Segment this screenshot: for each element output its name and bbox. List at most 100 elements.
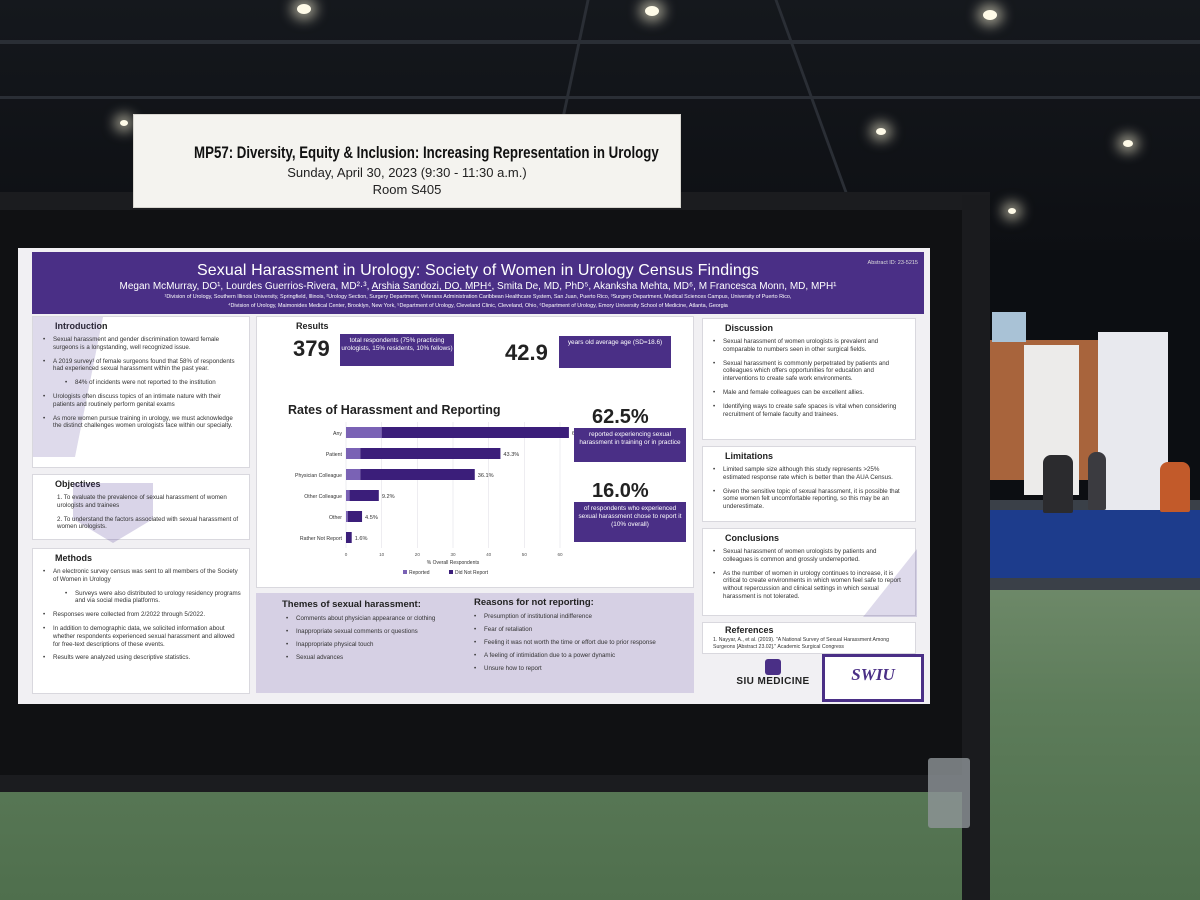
board-clip [928, 758, 970, 828]
category-label: Physician Colleague [295, 473, 342, 479]
presenting-author: Arshia Sandozi, DO, MPH⁴ [371, 281, 492, 292]
legend-swatch [403, 570, 407, 574]
pct-reported-desc: of respondents who experienced sexual ha… [574, 502, 686, 542]
respondents-count: 379 [293, 336, 330, 361]
list-item: 1. To evaluate the prevalence of sexual … [57, 494, 227, 509]
x-tick-label: 20 [415, 552, 421, 557]
poster-authors: Megan McMurray, DO¹, Lourdes Guerrios-Ri… [32, 281, 924, 292]
list-item: As the number of women in urology contin… [713, 570, 907, 601]
list-item: A feeling of intimidation due to a power… [474, 652, 684, 659]
conclusions-panel: Conclusions Sexual harassment of women u… [702, 528, 917, 617]
list-item: Sexual harassment and gender discriminat… [43, 336, 241, 352]
list-item: Presumption of institutional indifferenc… [474, 613, 684, 620]
list-item: Inappropriate sexual comments or questio… [286, 628, 476, 635]
list-item: Feeling it was not worth the time or eff… [474, 639, 684, 646]
reference-item: 1. Nayyar, A., et al. (2019). "A Nationa… [713, 637, 889, 650]
themes-panel: Themes of sexual harassment: Comments ab… [256, 593, 694, 693]
category-label: Patient [326, 452, 343, 458]
list-item: Surveys were also distributed to urology… [65, 590, 241, 606]
conclusions-heading: Conclusions [725, 533, 780, 543]
ceiling-truss [0, 96, 1200, 99]
ceiling-light [1008, 208, 1016, 214]
bar-segment-did-not-report [360, 448, 501, 459]
list-item: Given the sensitive topic of sexual hara… [713, 488, 907, 511]
pct-reported: 16.0% [592, 480, 649, 502]
bar-segment-did-not-report [349, 490, 379, 501]
bar-segment-did-not-report [381, 427, 569, 438]
category-label: Any [333, 431, 342, 437]
ceiling-light [297, 4, 311, 14]
category-label: Other Colleague [304, 494, 342, 500]
authors-text: , Smita De, MD, PhD⁵, Akanksha Mehta, MD… [491, 281, 837, 292]
session-title: MP57: Diversity, Equity & Inclusion: Inc… [194, 143, 659, 162]
x-tick-label: 10 [379, 552, 385, 557]
discussion-panel: Discussion Sexual harassment of women ur… [702, 318, 916, 440]
methods-heading: Methods [55, 553, 92, 563]
list-item: Male and female colleagues can be excell… [713, 389, 907, 397]
affiliations: ¹Division of Urology, Southern Illinois … [164, 294, 792, 300]
x-tick-label: 30 [450, 552, 456, 557]
objectives-panel: Objectives 1. To evaluate the prevalence… [32, 474, 250, 543]
booth-table-skirt [990, 510, 1200, 578]
list-item: Sexual harassment of women urologists by… [713, 548, 907, 564]
objectives-heading: Objectives [55, 479, 101, 489]
harassment-bar-chart: 0102030405060Any62.5%Patient43.3%Physici… [295, 422, 580, 576]
authors-text: Megan McMurray, DO¹, Lourdes Guerrios-Ri… [119, 281, 372, 292]
session-room: Room S405 [372, 182, 442, 197]
research-poster: Abstract ID: 23-5215 Sexual Harassment i… [18, 248, 930, 704]
average-age-desc: years old average age (SD=18.6) [559, 336, 671, 368]
siu-medicine-logo: SIU MEDICINE [725, 656, 821, 698]
list-item: Inappropriate physical touch [286, 641, 476, 648]
data-label: 43.3% [503, 452, 519, 458]
ceiling-light [645, 6, 659, 16]
attendee [1043, 455, 1073, 513]
poster-title: Sexual Harassment in Urology: Society of… [197, 262, 759, 279]
booth-sign [992, 312, 1026, 342]
list-item: As more women pursue training in urology… [43, 415, 241, 431]
themes-heading: Themes of sexual harassment: [282, 599, 421, 610]
attendee [1088, 452, 1106, 510]
category-label: Rather Not Report [300, 536, 343, 542]
x-axis-label: % Overall Respondents [427, 560, 480, 566]
data-label: 1.6% [355, 536, 368, 542]
ceiling-light [876, 128, 886, 135]
list-item: Comments about physician appearance or c… [286, 615, 476, 622]
legend-swatch [449, 570, 453, 574]
pct-harassed: 62.5% [592, 406, 649, 428]
methods-panel: Methods An electronic survey census was … [32, 548, 250, 694]
introduction-heading: Introduction [55, 321, 108, 331]
ceiling-light [1123, 140, 1133, 147]
list-item: 84% of incidents were not reported to th… [65, 379, 241, 387]
list-item: Urologists often discuss topics of an in… [43, 393, 241, 409]
list-item: An electronic survey census was sent to … [43, 568, 241, 584]
ceiling-light [120, 120, 128, 126]
x-tick-label: 60 [557, 552, 563, 557]
list-item: Identifying ways to create safe spaces i… [713, 403, 907, 419]
limitations-panel: Limitations Limited sample size although… [702, 446, 916, 522]
data-label: 9.2% [382, 494, 395, 500]
list-item: Sexual advances [286, 654, 476, 661]
limitations-heading: Limitations [725, 451, 774, 461]
x-tick-label: 0 [345, 552, 348, 557]
bar-segment-reported [346, 427, 382, 438]
list-item: Responses were collected from 2/2022 thr… [43, 611, 241, 619]
list-item: Results were analyzed using descriptive … [43, 654, 241, 662]
affiliations: ⁴Division of Urology, Maimonides Medical… [228, 303, 728, 309]
respondents-desc: total respondents (75% practicing urolog… [340, 334, 454, 366]
session-date: Sunday, April 30, 2023 (9:30 - 11:30 a.m… [287, 165, 527, 180]
session-sign: MP57: Diversity, Equity & Inclusion: Inc… [133, 114, 681, 208]
reasons-heading: Reasons for not reporting: [474, 597, 594, 608]
abstract-id: Abstract ID: 23-5215 [867, 260, 918, 266]
chart-title: Rates of Harassment and Reporting [288, 403, 501, 417]
results-heading: Results [296, 321, 329, 331]
legend-label: Reported [409, 570, 430, 576]
discussion-heading: Discussion [725, 323, 774, 333]
references-panel: References 1. Nayyar, A., et al. (2019).… [702, 622, 916, 654]
swiu-logo: SWIU [822, 654, 924, 702]
bar-segment-reported [346, 490, 350, 501]
booth-display [1098, 332, 1168, 510]
siu-logo-text: SIU MEDICINE [736, 676, 810, 687]
poster-title-bar: Abstract ID: 23-5215 Sexual Harassment i… [32, 252, 924, 314]
decorative-shape [73, 483, 153, 543]
category-label: Other [329, 515, 342, 521]
